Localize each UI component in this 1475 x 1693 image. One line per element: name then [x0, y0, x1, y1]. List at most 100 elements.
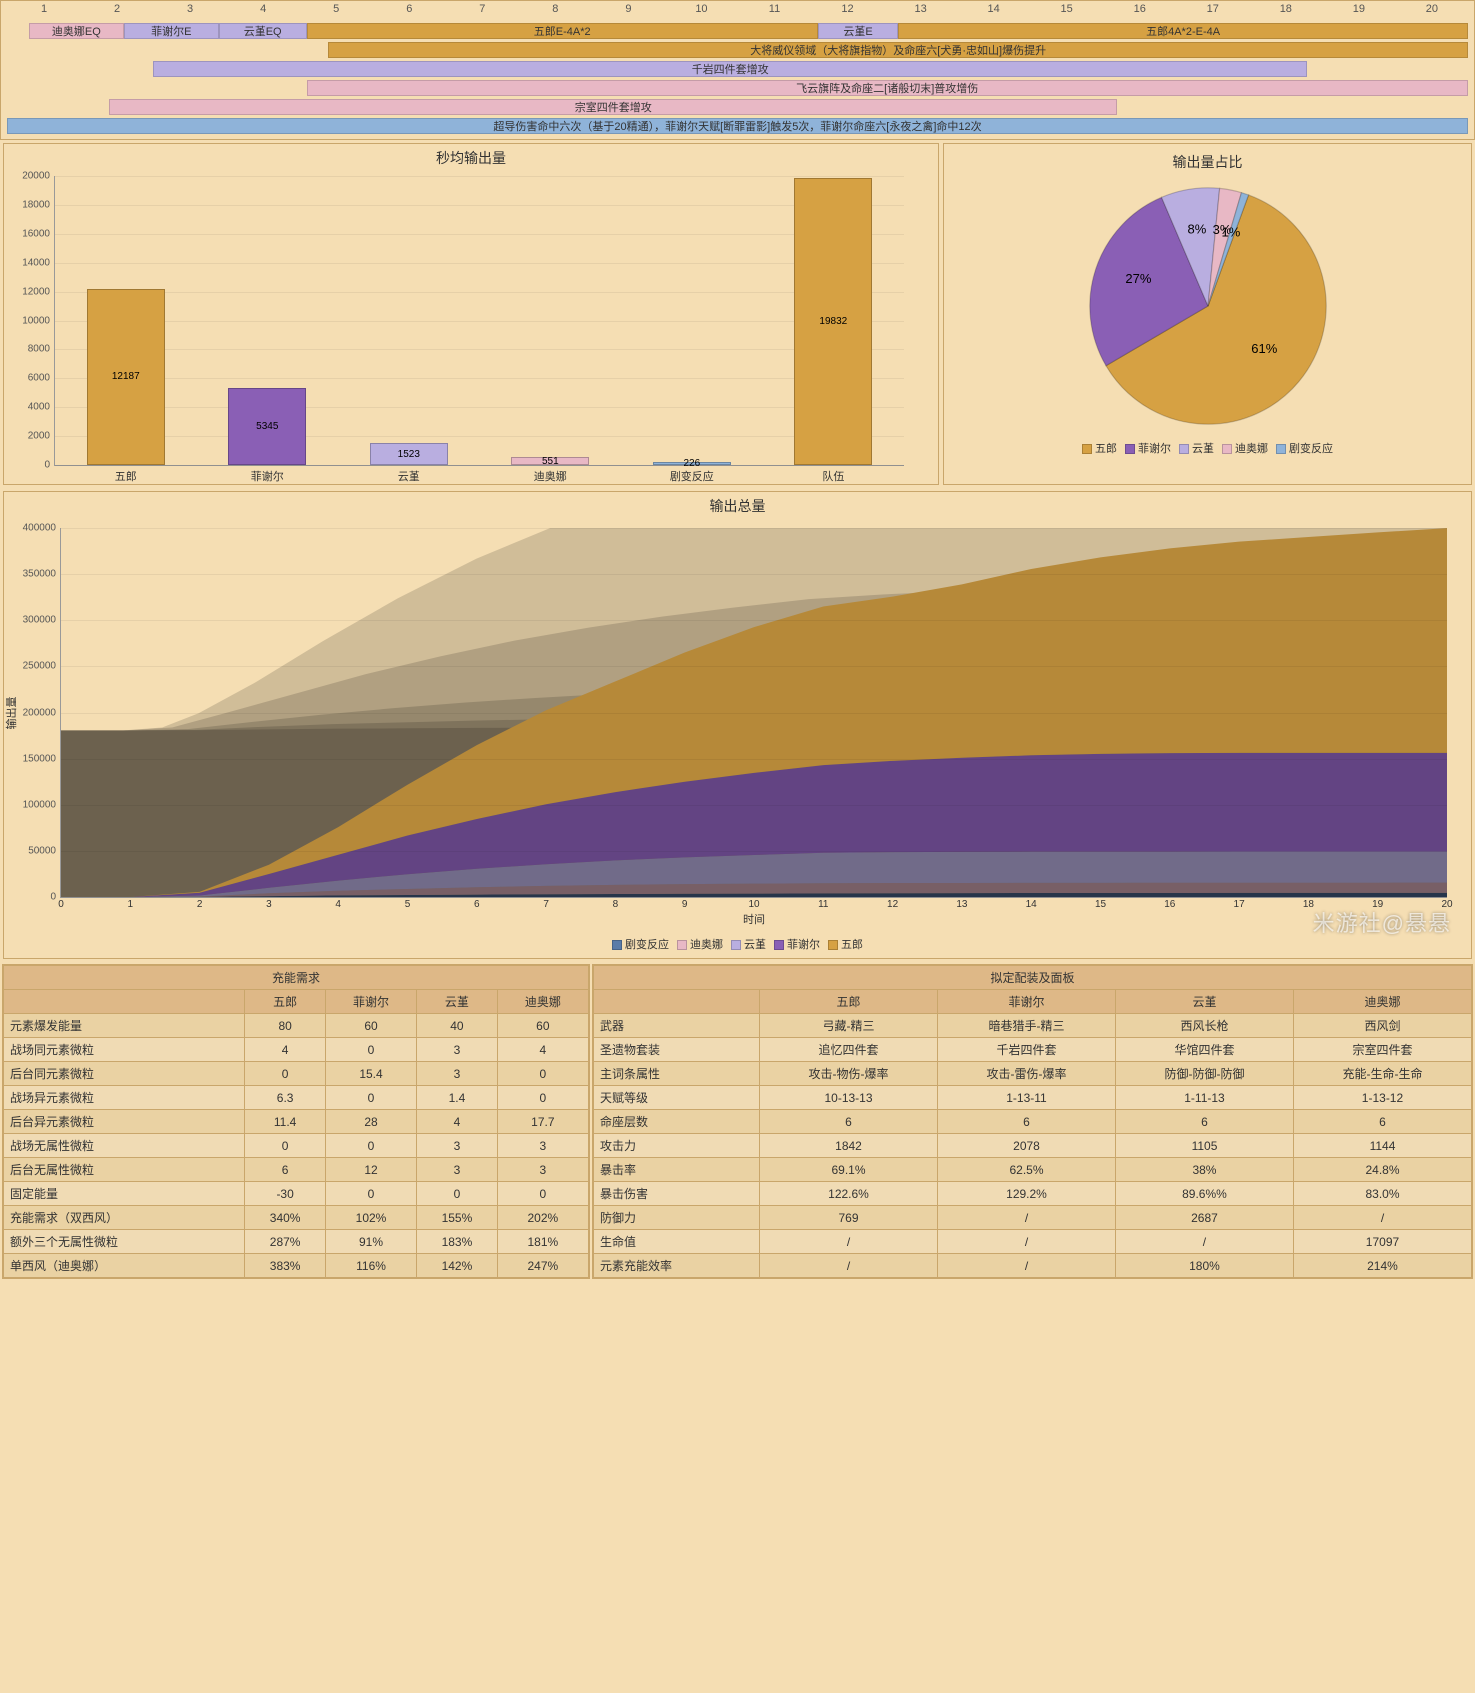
table-cell: 3: [497, 1134, 588, 1158]
table-row: 命座层数6666: [594, 1110, 1472, 1134]
table-row-header: 命座层数: [594, 1110, 760, 1134]
gantt-tick: 9: [591, 3, 664, 21]
table-cell: 华馆四件套: [1115, 1038, 1293, 1062]
table-row: 充能需求（双西风）340%102%155%202%: [4, 1206, 589, 1230]
table-cell: 防御-防御-防御: [1115, 1062, 1293, 1086]
area-ytick: 400000: [16, 523, 56, 534]
bar-column: 226剧变反应: [621, 176, 763, 465]
table-cell: 0: [497, 1182, 588, 1206]
area-xtick: 10: [748, 897, 759, 910]
table-cell: /: [938, 1230, 1116, 1254]
table-row: 暴击率69.1%62.5%38%24.8%: [594, 1158, 1472, 1182]
bar-ytick: 14000: [10, 257, 50, 268]
area-xtick: 6: [474, 897, 480, 910]
area-chart-title: 输出总量: [4, 492, 1471, 520]
table-row-header: 固定能量: [4, 1182, 245, 1206]
table-cell: 38%: [1115, 1158, 1293, 1182]
table-row-header: 单西风（迪奥娜）: [4, 1254, 245, 1278]
area-ytick: 50000: [16, 845, 56, 856]
bar-chart-title: 秒均输出量: [4, 144, 938, 172]
table-row: 天赋等级10-13-131-13-111-11-131-13-12: [594, 1086, 1472, 1110]
table-cell: 4: [245, 1038, 326, 1062]
gantt-tick: 4: [226, 3, 299, 21]
table-cell: 102%: [325, 1206, 416, 1230]
gantt-tick: 17: [1176, 3, 1249, 21]
gantt-bar: 菲谢尔E: [124, 23, 219, 39]
gantt-bar: 飞云旗阵及命座二[诸般切末]普攻增伤: [307, 80, 1468, 96]
table-row-header: 后台无属性微粒: [4, 1158, 245, 1182]
area-xtick: 3: [266, 897, 272, 910]
table-row: 额外三个无属性微粒287%91%183%181%: [4, 1230, 589, 1254]
table-row-header: 元素充能效率: [594, 1254, 760, 1278]
table-row: 暴击伤害122.6%129.2%89.6%%83.0%: [594, 1182, 1472, 1206]
table-cell: 10-13-13: [760, 1086, 938, 1110]
table-row: 武器弓藏-精三暗巷猎手-精三西风长枪西风剑: [594, 1014, 1472, 1038]
table-row-header: 暴击伤害: [594, 1182, 760, 1206]
bar-ytick: 6000: [10, 373, 50, 384]
table-col-header: 菲谢尔: [325, 990, 416, 1014]
table-cell: 12: [325, 1158, 416, 1182]
pie-chart-title: 输出量占比: [1173, 148, 1243, 176]
gantt-tick: 1: [7, 3, 80, 21]
legend-item: 剧变反应: [1276, 440, 1333, 456]
table-cell: 383%: [245, 1254, 326, 1278]
gantt-row: 宗室四件套增攻: [7, 98, 1468, 116]
table-cell: 60: [325, 1014, 416, 1038]
table-cell: 6: [760, 1110, 938, 1134]
table-cell: 6: [245, 1158, 326, 1182]
table-row: 攻击力1842207811051144: [594, 1134, 1472, 1158]
area-xlabel: 时间: [743, 911, 765, 927]
table-row: 战场同元素微粒4034: [4, 1038, 589, 1062]
gantt-tick: 18: [1249, 3, 1322, 21]
gantt-tick: 6: [372, 3, 445, 21]
area-ytick: 200000: [16, 707, 56, 718]
table-cell: 0: [325, 1038, 416, 1062]
table-row: 防御力769/2687/: [594, 1206, 1472, 1230]
gantt-tick: 11: [737, 3, 810, 21]
bar-value: 5345: [256, 421, 278, 432]
table-cell: -30: [245, 1182, 326, 1206]
table-cell: /: [938, 1254, 1116, 1278]
pie-slice-label: 61%: [1251, 341, 1277, 356]
pie-svg: 61%27%8%3%1%: [1068, 176, 1348, 436]
table-row-header: 攻击力: [594, 1134, 760, 1158]
legend-item: 剧变反应: [612, 936, 669, 952]
table-row-header: 元素爆发能量: [4, 1014, 245, 1038]
gantt-tick: 19: [1322, 3, 1395, 21]
table-row-header: 防御力: [594, 1206, 760, 1230]
table-cell: 2078: [938, 1134, 1116, 1158]
bar-column: 1523云堇: [338, 176, 480, 465]
gantt-row: 大将威仪领域（大将旗指物）及命座六[犬勇·忠如山]爆伤提升: [7, 41, 1468, 59]
table-row: 后台异元素微粒11.428417.7: [4, 1110, 589, 1134]
table-cell: 17097: [1293, 1230, 1471, 1254]
table-cell: 24.8%: [1293, 1158, 1471, 1182]
table-row-header: 充能需求（双西风）: [4, 1206, 245, 1230]
gantt-bar: 千岩四件套增攻: [153, 61, 1307, 77]
table-cell: 3: [497, 1158, 588, 1182]
area-xtick: 16: [1164, 897, 1175, 910]
table-cell: 0: [245, 1134, 326, 1158]
gantt-tick: 10: [664, 3, 737, 21]
gantt-tick: 20: [1395, 3, 1468, 21]
table-cell: 181%: [497, 1230, 588, 1254]
table-cell: 0: [245, 1062, 326, 1086]
bar-column: 19832队伍: [763, 176, 905, 465]
pie-legend: 五郎菲谢尔云堇迪奥娜剧变反应: [1078, 436, 1337, 460]
bar-ytick: 18000: [10, 199, 50, 210]
area-ytick: 150000: [16, 753, 56, 764]
legend-item: 云堇: [1179, 440, 1214, 456]
table-col-header: 云堇: [417, 990, 498, 1014]
pie-slice-label: 27%: [1125, 271, 1151, 286]
gantt-tick: 2: [80, 3, 153, 21]
area-xtick: 11: [818, 897, 828, 910]
table-cell: 6.3: [245, 1086, 326, 1110]
table-cell: 1.4: [417, 1086, 498, 1110]
table-row: 战场无属性微粒0033: [4, 1134, 589, 1158]
table-col-header: 迪奥娜: [1293, 990, 1471, 1014]
table-cell: 攻击-雷伤-爆率: [938, 1062, 1116, 1086]
table-cell: 83.0%: [1293, 1182, 1471, 1206]
table-cell: 3: [417, 1134, 498, 1158]
table-cell: 40: [417, 1014, 498, 1038]
bar-value: 12187: [112, 371, 140, 382]
area-legend: 剧变反应迪奥娜云堇菲谢尔五郎: [4, 932, 1471, 958]
